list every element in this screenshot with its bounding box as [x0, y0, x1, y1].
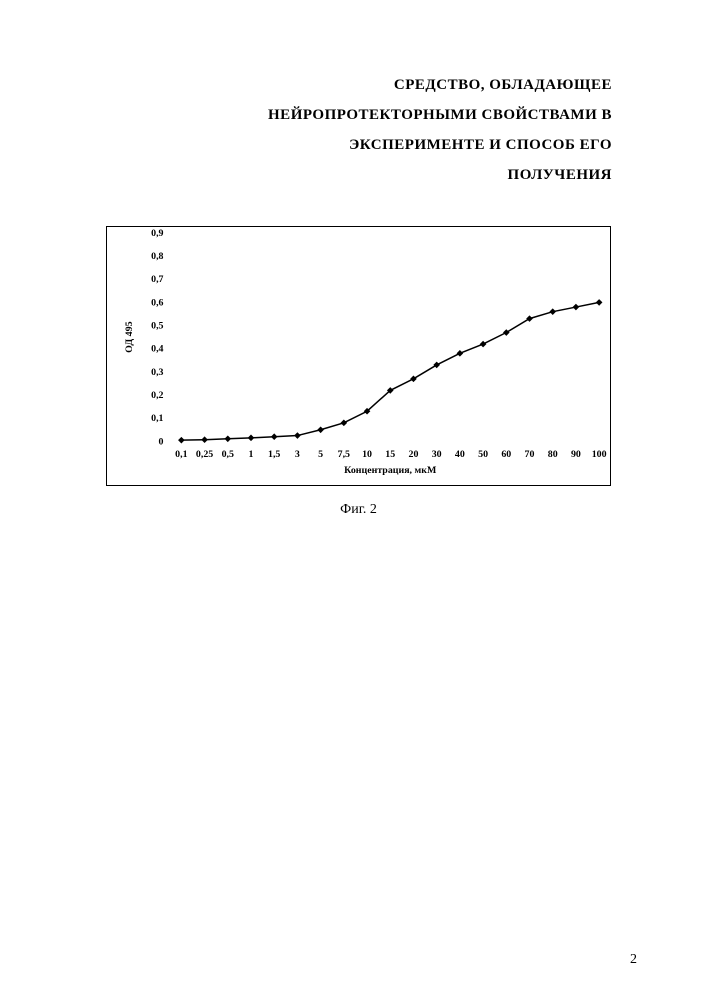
svg-text:0,1: 0,1	[151, 413, 163, 424]
chart-svg: 0 0,1 0,2 0,3 0,4 0,5 0,6 0,7 0,8 0,9 ОД 495 0,1 0,2…	[107, 227, 610, 485]
svg-text:0,6: 0,6	[151, 297, 163, 308]
chart-panel: 0 0,1 0,2 0,3 0,4 0,5 0,6 0,7 0,8 0,9 ОД 495 0,1 0,2…	[106, 226, 611, 486]
svg-text:80: 80	[548, 449, 558, 460]
svg-text:0: 0	[159, 436, 164, 447]
page: СРЕДСТВО, ОБЛАДАЮЩЕЕ НЕЙРОПРОТЕКТОРНЫМИ …	[0, 0, 707, 1000]
svg-text:0,5: 0,5	[151, 321, 163, 332]
svg-text:100: 100	[592, 449, 607, 460]
svg-text:60: 60	[501, 449, 511, 460]
svg-text:0,2: 0,2	[151, 390, 163, 401]
svg-text:5: 5	[318, 449, 323, 460]
svg-text:10: 10	[362, 449, 372, 460]
svg-text:Концентрация, мкМ: Концентрация, мкМ	[344, 465, 437, 476]
svg-text:40: 40	[455, 449, 465, 460]
figure-caption: Фиг. 2	[95, 502, 622, 518]
svg-text:90: 90	[571, 449, 581, 460]
svg-text:50: 50	[478, 449, 488, 460]
svg-text:20: 20	[409, 449, 419, 460]
svg-text:0,1: 0,1	[175, 449, 187, 460]
svg-text:0,25: 0,25	[196, 449, 213, 460]
svg-text:0,8: 0,8	[151, 251, 163, 262]
svg-text:1: 1	[249, 449, 254, 460]
svg-text:30: 30	[432, 449, 442, 460]
svg-text:0,5: 0,5	[222, 449, 234, 460]
svg-text:15: 15	[385, 449, 395, 460]
title-line-4: ПОЛУЧЕНИЯ	[95, 160, 612, 190]
title-line-3: ЭКСПЕРИМЕНТЕ И СПОСОБ ЕГО	[95, 130, 612, 160]
svg-text:70: 70	[525, 449, 535, 460]
title-line-1: СРЕДСТВО, ОБЛАДАЮЩЕЕ	[95, 70, 612, 100]
svg-text:3: 3	[295, 449, 300, 460]
svg-text:0,9: 0,9	[151, 228, 163, 239]
svg-text:ОД 495: ОД 495	[124, 321, 135, 352]
svg-text:0,4: 0,4	[151, 344, 163, 355]
svg-text:1,5: 1,5	[268, 449, 280, 460]
svg-text:0,3: 0,3	[151, 367, 163, 378]
title-line-2: НЕЙРОПРОТЕКТОРНЫМИ СВОЙСТВАМИ В	[95, 100, 612, 130]
document-title: СРЕДСТВО, ОБЛАДАЮЩЕЕ НЕЙРОПРОТЕКТОРНЫМИ …	[95, 70, 622, 190]
page-number: 2	[630, 952, 637, 968]
svg-text:7,5: 7,5	[338, 449, 350, 460]
svg-text:0,7: 0,7	[151, 274, 163, 285]
